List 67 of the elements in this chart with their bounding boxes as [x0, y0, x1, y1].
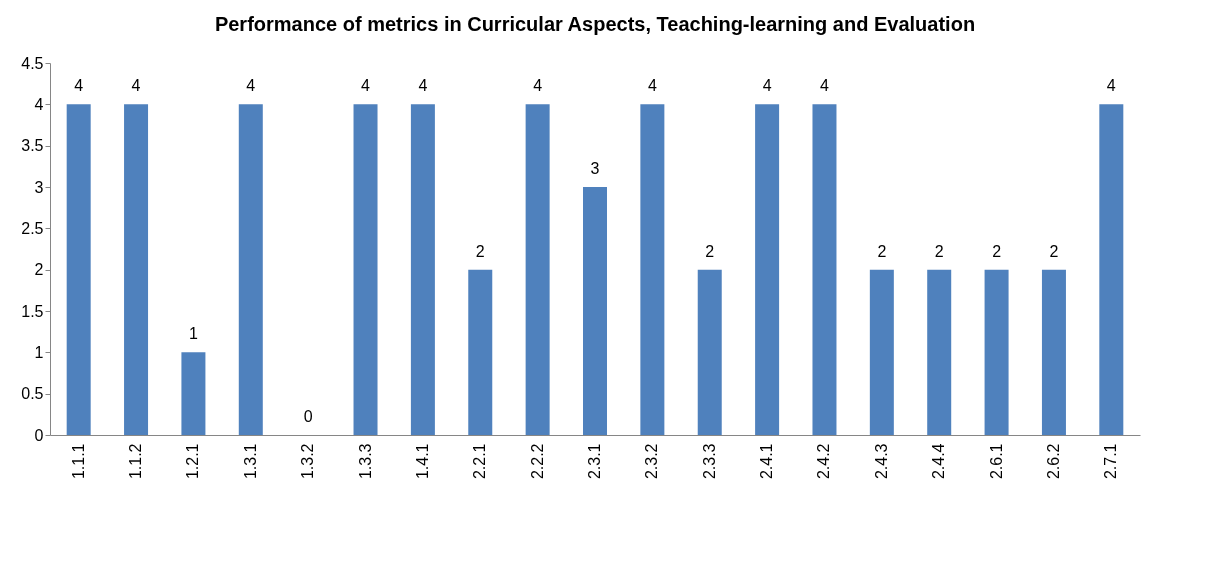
x-tick-label: 2.2.2	[528, 443, 546, 480]
x-tick-label: 2.3.1	[586, 443, 603, 480]
y-tick-label: 1.5	[21, 302, 44, 320]
data-label: 3	[590, 160, 600, 177]
x-tick-label: 1.4.1	[413, 443, 431, 480]
data-label: 4	[820, 77, 830, 95]
bar	[869, 269, 894, 435]
y-tick-label: 0	[34, 426, 44, 444]
data-label: 4	[647, 77, 657, 95]
data-label: 2	[705, 242, 715, 260]
data-label: 4	[246, 77, 256, 95]
x-tick-label: 1.3.1	[241, 443, 259, 480]
y-tick-label: 4.5	[21, 54, 44, 72]
bar	[984, 269, 1009, 435]
x-tick-label: 1.1.1	[69, 443, 87, 480]
bar	[583, 187, 607, 435]
data-label: 2	[475, 242, 485, 260]
bar	[1099, 104, 1124, 435]
bar	[181, 352, 206, 435]
data-label: 4	[418, 77, 428, 95]
data-label: 0	[303, 408, 313, 425]
bar	[353, 104, 378, 435]
bar	[640, 104, 665, 435]
bar	[410, 104, 435, 435]
y-tick-label: 3	[34, 178, 44, 196]
data-label: 4	[74, 77, 84, 95]
x-tick-label: 1.2.1	[184, 443, 202, 480]
x-tick-label: 2.7.1	[1102, 443, 1120, 480]
data-label: 1	[188, 325, 198, 343]
y-tick-label: 3.5	[21, 137, 44, 155]
x-tick-label: 2.4.1	[758, 443, 776, 480]
data-label: 2	[934, 242, 944, 260]
data-label: 4	[1106, 77, 1116, 95]
bar	[124, 104, 149, 435]
bar	[697, 269, 722, 435]
data-label: 4	[533, 77, 543, 95]
y-tick-label: 4	[34, 95, 44, 113]
data-label: 4	[762, 77, 772, 95]
y-tick-label: 2	[34, 261, 44, 279]
data-label: 2	[877, 242, 887, 260]
x-tick-label: 2.4.3	[872, 443, 890, 480]
bar	[525, 104, 550, 435]
bar	[927, 269, 952, 435]
data-label: 4	[361, 77, 371, 95]
y-tick-label: 1	[34, 343, 44, 361]
data-label: 2	[1049, 242, 1059, 260]
data-label: 2	[992, 242, 1002, 260]
x-tick-label: 1.3.3	[356, 443, 374, 480]
bar	[755, 104, 780, 435]
data-label: 4	[131, 77, 141, 95]
x-tick-label: 1.1.2	[127, 443, 145, 480]
bar	[66, 104, 91, 435]
x-tick-label: 2.6.1	[987, 443, 1005, 480]
x-tick-label: 2.4.4	[930, 443, 948, 480]
x-tick-label: 1.3.2	[299, 443, 317, 480]
bar	[238, 104, 263, 435]
bar	[468, 269, 493, 435]
y-tick-label: 2.5	[21, 219, 44, 237]
x-tick-label: 2.3.3	[700, 443, 718, 480]
x-tick-label: 2.2.1	[471, 443, 489, 480]
x-tick-label: 2.6.2	[1044, 443, 1062, 480]
x-tick-label: 2.3.2	[643, 443, 661, 480]
bar	[812, 104, 837, 435]
x-tick-label: 2.4.2	[815, 443, 833, 480]
chart-title: Performance of metrics in Curricular Aspects, Teaching-learning and Evaluation	[214, 13, 976, 35]
bar	[1041, 269, 1066, 435]
y-tick-label: 0.5	[21, 385, 44, 403]
